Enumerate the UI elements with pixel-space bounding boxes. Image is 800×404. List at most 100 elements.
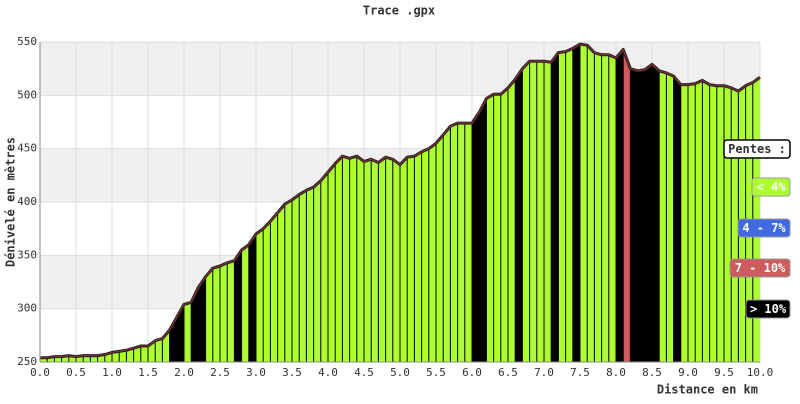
y-axis-label: Dénivelé en mètres [4,137,18,267]
x-tick-label: 7.5 [570,366,590,379]
x-tick-label: 1.5 [138,366,158,379]
slope-segment [392,158,401,363]
slope-segment [464,122,473,363]
x-tick-label: 8.0 [606,366,626,379]
plot [39,42,761,363]
slope-segment [435,134,444,363]
slope-segment [450,122,458,363]
x-axis-label: Distance en km [657,383,758,397]
slope-segment [543,60,552,363]
slope-segment [522,60,530,363]
x-tick-label: 4.5 [354,366,374,379]
slope-segment [378,156,386,363]
slope-segment [658,70,667,363]
slope-segment [198,275,206,363]
slope-segment [356,155,365,363]
legend-label: 7 - 10% [735,261,786,275]
x-tick-label: 5.5 [426,366,446,379]
x-tick-label: 3.0 [246,366,266,379]
y-tick-label: 350 [17,248,37,261]
slope-segment [687,83,696,363]
slope-segment [586,44,595,363]
slope-segment [334,155,343,363]
slope-segment [500,87,509,363]
slope-segment [644,63,653,363]
y-tick-label: 400 [17,195,37,208]
slope-segment [385,156,394,363]
slope-segment [579,43,588,363]
legend-swatch [751,177,791,197]
slope-segment [601,54,610,363]
x-tick-label: 0.0 [30,366,50,379]
slope-segment [406,155,415,363]
x-tick-label: 10.0 [747,366,774,379]
x-tick-label: 7.0 [534,366,554,379]
slope-segment [320,171,329,363]
slope-segment [255,228,264,363]
legend-swatch [737,218,791,238]
slope-segment [241,244,250,363]
x-tick-label: 9.0 [678,366,698,379]
x-tick-label: 9.5 [714,366,734,379]
legend-swatch [729,258,791,278]
y-tick-label: 300 [17,302,37,315]
slope-segment [723,85,732,363]
slope-segment [306,186,314,363]
legend-label: > 10% [750,302,787,316]
slope-segment [342,155,350,363]
slope-segment [327,162,336,363]
slope-segment [486,93,494,363]
slope-segment [140,345,149,363]
slope-segment [529,60,538,363]
slope-segment [414,151,422,363]
chart-title: Trace .gpx [363,4,435,18]
legend-title: Pentes : [728,142,786,156]
slope-segment [154,338,163,363]
slope-segment [370,158,379,363]
slope-segment [205,267,214,363]
slope-segment [284,199,293,363]
slope-segment [349,155,358,363]
y-tick-label: 450 [17,142,37,155]
slope-segment [716,85,725,363]
slope-segment [457,122,466,363]
slope-segment [183,301,192,363]
y-tick-label: 550 [17,35,37,48]
x-tick-label: 6.0 [462,366,482,379]
slope-segment [421,148,430,363]
profile-highlight [40,43,761,359]
slope-segment [399,156,408,363]
x-tick-label: 4.0 [318,366,338,379]
slope-segment [637,69,646,363]
slope-segment [262,220,271,363]
x-tick-label: 2.5 [210,366,230,379]
x-tick-label: 1.0 [102,366,122,379]
slope-segment [363,158,372,363]
legend: Pentes : < 4% 4 - 7% 7 - 10% > 10% [723,139,791,319]
slope-segment [565,48,574,363]
slope-segment [550,51,559,363]
slope-segment [709,84,718,363]
slope-segment [493,94,502,363]
x-tick-label: 2.0 [174,366,194,379]
slope-segment [248,233,257,363]
slope-segment [478,98,487,363]
x-tick-label: 6.5 [498,366,518,379]
slope-segment [730,87,739,363]
slope-segment [594,52,602,363]
slope-segment [471,111,480,363]
slope-segment [219,262,228,363]
slope-segment [277,203,286,363]
slope-segment [702,79,710,363]
legend-label: 4 - 7% [742,221,786,235]
slope-segment [572,43,581,363]
slope-segment [680,84,689,363]
slope-segment [514,67,523,363]
legend-title-box [723,139,791,159]
slope-segment [298,189,307,363]
y-tick-label: 250 [17,355,37,368]
axes: 250 300 350 400 450 500 550 0.0 0.5 1.0 1.5 2.0 2.5 3… [17,35,773,379]
x-tick-label: 8.5 [642,366,662,379]
slope-segment [313,180,322,363]
